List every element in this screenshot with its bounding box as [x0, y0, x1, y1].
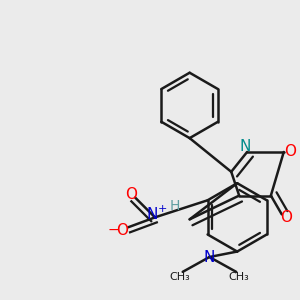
Text: N: N — [146, 207, 158, 222]
Text: O: O — [280, 210, 292, 225]
Text: O: O — [116, 223, 128, 238]
Text: O: O — [284, 145, 296, 160]
Text: N: N — [240, 139, 251, 154]
Text: O: O — [125, 187, 137, 202]
Text: CH₃: CH₃ — [169, 272, 190, 282]
Text: CH₃: CH₃ — [229, 272, 250, 282]
Text: −: − — [107, 223, 119, 237]
Text: +: + — [158, 204, 167, 214]
Text: N: N — [204, 250, 215, 265]
Text: H: H — [169, 199, 180, 213]
